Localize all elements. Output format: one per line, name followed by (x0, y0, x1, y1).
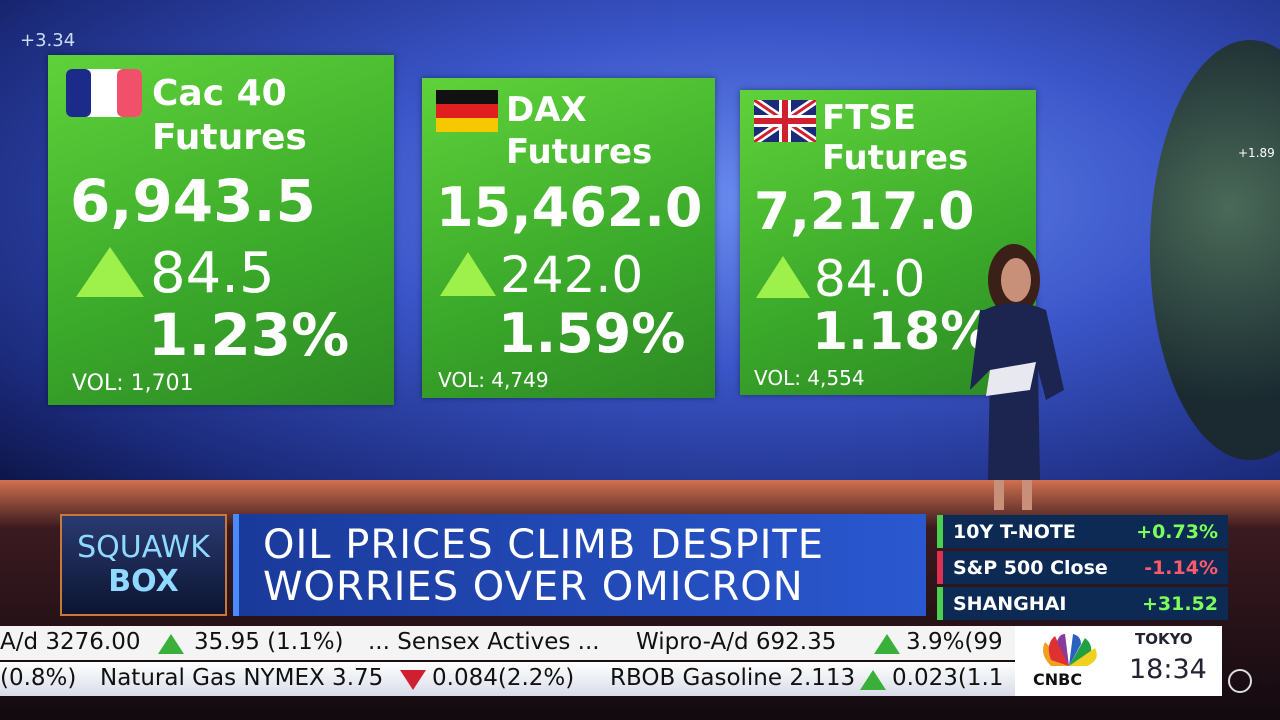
card-change: 84.5 (150, 241, 275, 306)
card-value: 7,217.0 (754, 182, 975, 242)
card-title: DAX (506, 90, 587, 130)
sidebar-value: +0.73% (1136, 521, 1218, 543)
ticker-item: ... Sensex Actives ... (368, 629, 600, 655)
ticker-item: 3.9%(99 (906, 629, 1003, 655)
ticker-row: A/d 3276.00 35.95 (1.1%) ... Sensex Acti… (0, 626, 1015, 660)
fragment: +1.89 (1238, 146, 1275, 160)
card-percent: 1.18% (812, 302, 993, 362)
sidebar-name: 10Y T-NOTE (953, 521, 1076, 543)
down-arrow (400, 670, 426, 690)
headline: OIL PRICES CLIMB DESPITE (263, 522, 825, 568)
up-arrow (158, 634, 184, 654)
card-value: 6,943.5 (70, 167, 316, 235)
market-card: Cac 40 Futures 6,943.5 84.5 1.23% VOL: 1… (48, 55, 394, 405)
show-logo: SQUAWK BOX (60, 514, 227, 616)
ticker-row: (0.8%) Natural Gas NYMEX 3.75 0.084(2.2%… (0, 662, 1015, 696)
sidebar-name: S&P 500 Close (953, 557, 1108, 579)
flag-france (66, 69, 142, 117)
sidebar-value: -1.14% (1144, 557, 1218, 579)
fragment: +3.34 (20, 30, 76, 51)
up-arrow (874, 634, 900, 654)
city: TOKYO (1135, 630, 1193, 648)
card-volume: VOL: 1,701 (72, 371, 194, 396)
control-icon (1228, 669, 1252, 693)
ticker-item: (0.8%) (0, 665, 77, 691)
card-title: FTSE (822, 98, 917, 138)
headline-box: OIL PRICES CLIMB DESPITE WORRIES OVER OM… (233, 514, 926, 616)
ticker-item: 35.95 (1.1%) (194, 629, 344, 655)
card-volume: VOL: 4,749 (438, 368, 549, 392)
card-title: Futures (506, 132, 653, 172)
network-logo: CNBC (1033, 670, 1083, 689)
ticker-item: 0.023(1.1 (892, 665, 1004, 691)
card-percent: 1.23% (148, 301, 350, 369)
show-name: SQUAWK (77, 530, 210, 565)
card-title: Futures (152, 117, 307, 158)
card-volume: VOL: 4,554 (754, 366, 865, 390)
card-percent: 1.59% (498, 302, 686, 365)
peacock-logo (1043, 634, 1097, 666)
flag-uk (754, 100, 816, 142)
show-name: BOX (108, 564, 179, 599)
card-value: 15,462.0 (436, 176, 703, 239)
ticker-item: Wipro-A/d 692.35 (636, 629, 837, 655)
sidebar-name: SHANGHAI (953, 593, 1067, 615)
headline: WORRIES OVER OMICRON (263, 564, 804, 610)
sidebar-row: 10Y T-NOTE +0.73% (937, 515, 1228, 548)
market-card: DAX Futures 15,462.0 242.0 1.59% VOL: 4,… (422, 78, 715, 398)
sidebar-value: +31.52 (1141, 593, 1218, 615)
clock: 18:34 (1129, 654, 1207, 685)
network-box: CNBC TOKYO 18:34 (1015, 626, 1222, 696)
ticker-item: A/d 3276.00 (0, 629, 141, 655)
flag-germany (436, 90, 498, 132)
presenter (970, 244, 1064, 510)
up-arrow (860, 670, 886, 690)
up-arrow (756, 256, 810, 298)
sidebar-row: SHANGHAI +31.52 (937, 587, 1228, 620)
up-arrow (440, 252, 496, 296)
card-title: Futures (822, 138, 969, 178)
ticker-item: 0.084(2.2%) (432, 665, 575, 691)
card-title: Cac 40 (152, 73, 287, 114)
up-arrow (76, 247, 144, 297)
ticker-item: Natural Gas NYMEX 3.75 (100, 665, 384, 691)
card-change: 242.0 (500, 246, 644, 304)
card-change: 84.0 (814, 250, 926, 308)
ticker-item: RBOB Gasoline 2.113 (610, 665, 856, 691)
sidebar-row: S&P 500 Close -1.14% (937, 551, 1228, 584)
